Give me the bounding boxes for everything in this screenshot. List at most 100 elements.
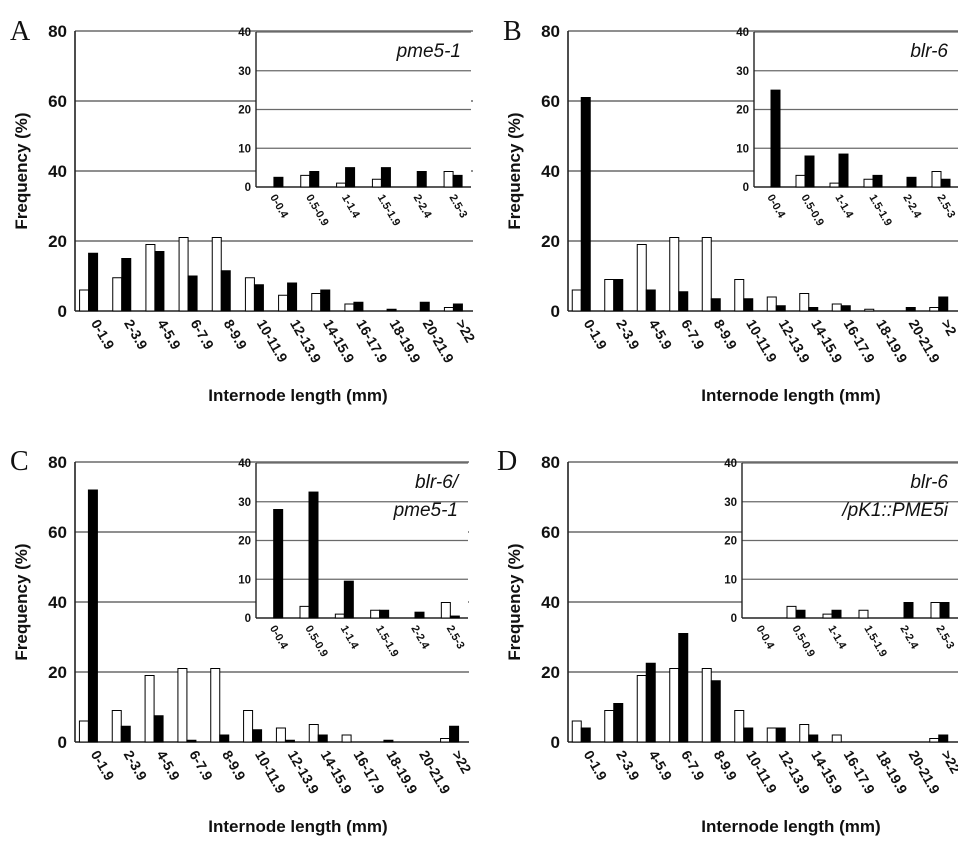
inset-x-tick-label: 1-1.4 <box>832 193 855 221</box>
bar-series-1 <box>571 289 582 312</box>
inset-y-tick-label: 10 <box>238 574 251 586</box>
inset-bar-series-2 <box>416 171 427 188</box>
chart-panel-d: D 0 20 40 60 80 0-1.9 2-3.9 4-5.9 6-7.9 8-9.9 10-11… <box>497 446 958 836</box>
bar-series-2 <box>710 298 721 312</box>
bar-series-1 <box>799 293 810 312</box>
inset-bar-series-1 <box>299 605 310 619</box>
inset-bar-series-2 <box>273 176 284 188</box>
bar-series-1 <box>275 727 286 743</box>
inset-y-tick-label: 0 <box>245 182 251 194</box>
x-tick-label: 0-1.9 <box>581 317 611 353</box>
x-tick-label: 16-17.9 <box>841 748 879 797</box>
bar-series-2 <box>287 282 298 312</box>
bar-series-1 <box>278 294 289 312</box>
bar-series-2 <box>580 97 591 312</box>
bar-series-1 <box>734 710 745 743</box>
bar-series-1 <box>311 293 322 312</box>
inset-bar-series-1 <box>300 174 311 188</box>
inset-x-tick-label: 1.5-1.9 <box>866 193 894 229</box>
bar-series-1 <box>112 277 123 312</box>
bar-series-1 <box>734 279 745 312</box>
inset-bar-series-2 <box>831 609 842 619</box>
bar-series-1 <box>144 675 155 743</box>
bar-series-2 <box>613 703 624 743</box>
x-tick-label: 0-1.9 <box>88 748 118 784</box>
bar-series-1 <box>344 303 355 312</box>
inset-bar-series-1 <box>829 182 840 188</box>
inset-x-tick-label: 1.5-1.9 <box>373 624 401 660</box>
panel-letter: A <box>10 16 31 47</box>
x-tick-label: 14-15.9 <box>318 748 356 797</box>
bar-series-2 <box>840 305 851 312</box>
inset-y-tick-label: 20 <box>736 105 749 117</box>
bar-series-2 <box>353 301 364 312</box>
x-tick-label: 12-13.9 <box>776 317 814 366</box>
x-tick-label: 2-3.9 <box>613 748 643 784</box>
bar-series-2 <box>710 680 721 743</box>
inset-y-tick-label: 20 <box>238 105 251 117</box>
inset-x-tick-label: 2.5-3 <box>446 193 469 221</box>
x-tick-label: 18-19.9 <box>386 317 424 366</box>
inset-bar-series-1 <box>930 602 941 619</box>
inset-y-tick-label: 40 <box>724 458 737 470</box>
inset-y-tick-label: 40 <box>238 458 251 470</box>
bar-series-2 <box>580 727 591 743</box>
bar-series-1 <box>79 289 90 312</box>
y-tick-label: 80 <box>48 453 67 472</box>
bar-series-2 <box>743 298 754 312</box>
inset-bar-series-2 <box>452 174 463 188</box>
x-tick-label: 0-1.9 <box>581 748 611 784</box>
bar-series-2 <box>154 251 165 312</box>
inset-bar-series-1 <box>786 605 797 619</box>
inset-x-tick-label: 2-2.4 <box>897 624 920 652</box>
y-tick-label: 0 <box>551 302 560 321</box>
y-tick-label: 80 <box>48 22 67 41</box>
y-tick-label: 80 <box>541 453 560 472</box>
inset-y-tick-label: 30 <box>238 66 251 78</box>
bar-series-1 <box>604 710 615 743</box>
inset-x-tick-label: 2.5-3 <box>933 624 956 652</box>
inset-x-tick-label: 1.5-1.9 <box>861 624 889 660</box>
bar-series-2 <box>743 727 754 743</box>
y-tick-label: 40 <box>48 593 67 612</box>
inset-bar-series-1 <box>931 171 942 188</box>
x-tick-label: >22 <box>449 748 475 777</box>
inset-title: blr-6 <box>910 472 948 493</box>
inset-bar-series-2 <box>838 153 849 188</box>
inset-y-tick-label: 0 <box>743 182 749 194</box>
x-tick-label: 0-1.9 <box>88 317 118 353</box>
bar-series-2 <box>808 307 819 312</box>
bar-series-1 <box>111 710 122 743</box>
inset-x-tick-label: 1-1.4 <box>338 624 361 652</box>
y-tick-label: 60 <box>541 92 560 111</box>
inset-title: pme5-1 <box>393 500 458 521</box>
x-axis-title: Internode length (mm) <box>701 817 880 836</box>
y-axis-title: Frequency (%) <box>505 543 524 660</box>
bar-series-2 <box>219 734 230 743</box>
bar-series-2 <box>120 725 131 743</box>
bar-series-1 <box>636 244 647 312</box>
x-tick-label: >22 <box>453 317 479 346</box>
inset-x-tick-label: 1.5-1.9 <box>375 193 403 229</box>
x-tick-label: >22 <box>938 748 958 777</box>
bar-series-2 <box>775 727 786 743</box>
x-tick-label: 20-21.9 <box>416 748 454 797</box>
bar-series-1 <box>701 668 712 743</box>
inset-x-tick-label: 2.5-3 <box>444 624 467 652</box>
inset-y-tick-label: 40 <box>238 27 251 39</box>
bar-series-1 <box>669 237 680 312</box>
inset-chart: 0 10 20 30 40 0-0.4 0.5-0.9 1-1.4 1.5-1.9 2-2.4 2.… <box>736 27 958 228</box>
chart-panel-b: B 0 20 40 60 80 0-1.9 2-3.9 4-5.9 6-7.9 8-9.9 10-11… <box>503 16 958 405</box>
inset-bar-series-2 <box>872 174 883 188</box>
bar-series-1 <box>210 668 221 743</box>
x-axis-title: Internode length (mm) <box>208 817 387 836</box>
inset-bar-series-2 <box>770 89 781 188</box>
x-tick-label: 8-9.9 <box>221 317 251 353</box>
inset-bar-series-2 <box>795 609 806 619</box>
panel-letter: D <box>497 446 517 477</box>
bar-series-1 <box>177 668 188 743</box>
y-tick-label: 40 <box>541 162 560 181</box>
bar-series-2 <box>121 258 132 312</box>
inset-y-tick-label: 10 <box>736 143 749 155</box>
